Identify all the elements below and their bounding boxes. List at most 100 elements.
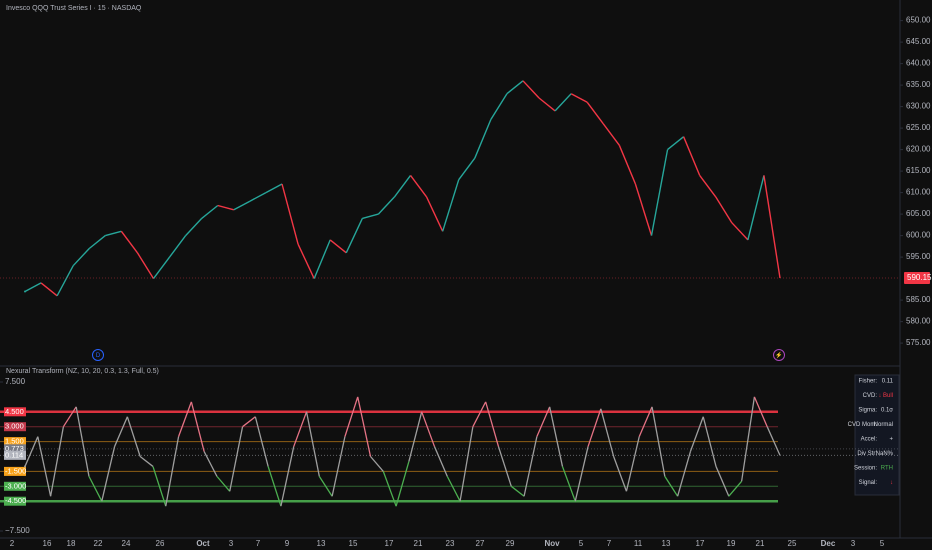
marker-label: D [96, 353, 101, 359]
osc-segment [242, 416, 256, 428]
price-segment [393, 174, 412, 198]
price-segment [586, 101, 604, 125]
osc-segment [600, 408, 615, 457]
price-segment [72, 248, 90, 267]
osc-segment [37, 436, 52, 497]
price-segment [570, 93, 588, 103]
osc-segment [421, 411, 436, 447]
osc-segment [293, 411, 308, 447]
osc-segment [651, 406, 666, 477]
price-segment [169, 235, 187, 258]
osc-segment [485, 401, 500, 447]
osc-segment [395, 461, 410, 507]
price-segment [329, 239, 347, 254]
x-tick-label: 13 [662, 539, 671, 548]
x-tick-label: 7 [607, 539, 612, 548]
price-segment [667, 136, 685, 151]
table-value: NaN% [876, 451, 894, 457]
y-tick-label: 645.00 [906, 37, 931, 46]
osc-segment [446, 476, 461, 502]
price-segment [265, 183, 283, 194]
x-tick-label: Nov [544, 539, 560, 548]
x-tick-label: 17 [696, 539, 705, 548]
price-segment [715, 196, 733, 224]
osc-segment [229, 426, 244, 492]
osc-segment [408, 411, 423, 462]
level-badge [4, 450, 26, 460]
osc-segment [664, 476, 679, 497]
level-label: -3.000 [5, 481, 26, 490]
price-segment [474, 119, 492, 159]
last-price-badge [904, 271, 930, 284]
x-tick-label: Oct [196, 539, 210, 548]
x-tick-label: 5 [579, 539, 584, 548]
osc-segment [280, 446, 295, 507]
price-segment [88, 235, 106, 250]
osc-segment [510, 485, 525, 497]
price-segment [538, 97, 556, 112]
price-segment [40, 282, 58, 297]
x-tick-label: 17 [385, 539, 394, 548]
x-tick-label: 29 [506, 539, 515, 548]
y-tick-label: −7.500 [5, 526, 30, 535]
price-segment [56, 265, 74, 297]
level-badge [4, 466, 26, 476]
price-segment [120, 230, 139, 254]
price-segment [136, 252, 155, 279]
osc-segment [305, 411, 320, 477]
y-tick-label: 585.00 [906, 295, 931, 304]
indicator-title: Nexural Transform (NZ, 10, 20, 0.3, 1.3,… [6, 368, 159, 375]
x-tick-label: 26 [156, 539, 165, 548]
x-tick-label: 7 [256, 539, 261, 548]
x-tick-label: 11 [634, 539, 643, 548]
x-tick-label: 21 [414, 539, 423, 548]
osc-segment [382, 471, 397, 507]
level-label: -4.500 [5, 496, 26, 505]
table-key: Signal: [859, 480, 878, 486]
y-tick-label: 580.00 [906, 317, 931, 326]
level-badge [4, 444, 26, 454]
price-segment [602, 123, 620, 146]
x-tick-label: 27 [476, 539, 485, 548]
price-segment [506, 80, 524, 95]
level-badge [4, 437, 26, 447]
osc-segment [190, 401, 205, 452]
osc-segment [638, 406, 653, 437]
price-segment [105, 230, 122, 237]
table-key: Sigma: [858, 408, 877, 414]
price-segment [425, 196, 444, 232]
table-key: Session: [854, 466, 877, 472]
table-key: CVD Mom: [848, 422, 878, 428]
osc-segment [536, 406, 551, 437]
table-value: + [889, 437, 893, 443]
osc-segment [126, 416, 141, 457]
osc-segment [677, 451, 692, 497]
dividend-marker[interactable] [92, 349, 104, 361]
price-segment [201, 204, 219, 219]
x-tick-label: 22 [94, 539, 103, 548]
x-tick-label: 23 [446, 539, 455, 548]
y-tick-label: 575.00 [906, 338, 931, 347]
event-marker[interactable] [773, 349, 785, 361]
osc-segment [689, 416, 704, 452]
osc-segment [24, 436, 39, 467]
osc-segment [472, 401, 487, 427]
x-tick-label: 18 [67, 539, 76, 548]
y-tick-label: 595.00 [906, 252, 931, 261]
table-value: ↓ [890, 480, 893, 486]
osc-segment [433, 446, 448, 477]
osc-segment [715, 466, 730, 497]
price-segment [490, 93, 508, 120]
y-tick-label: 605.00 [906, 209, 931, 218]
price-segment [763, 175, 781, 279]
x-tick-label: 21 [756, 539, 765, 548]
osc-segment [702, 416, 717, 467]
level-label: -1.500 [5, 466, 26, 475]
level-badge [4, 422, 26, 432]
y-tick-label: 615.00 [906, 166, 931, 175]
table-key: Div Str: [857, 451, 877, 457]
osc-segment [766, 426, 781, 456]
price-segment [554, 93, 572, 112]
osc-segment [497, 446, 512, 487]
price-segment [458, 157, 476, 181]
